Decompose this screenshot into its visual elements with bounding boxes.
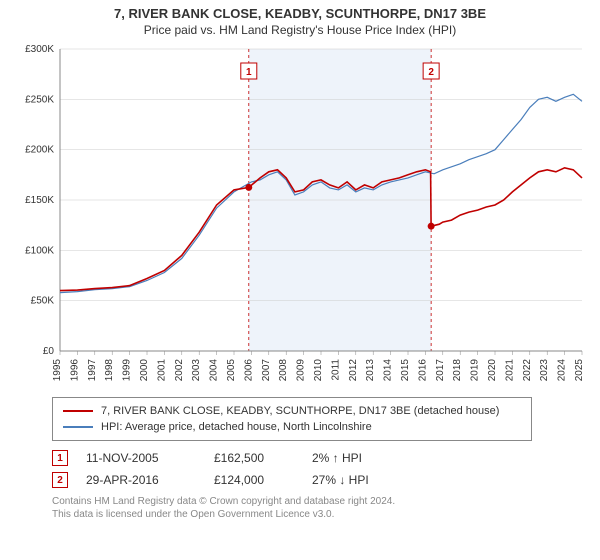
svg-text:2002: 2002 [174, 359, 185, 382]
footer-line-1: Contains HM Land Registry data © Crown c… [52, 495, 590, 508]
svg-text:2013: 2013 [365, 359, 376, 382]
svg-text:£100K: £100K [25, 245, 54, 256]
sale-date: 29-APR-2016 [86, 473, 196, 487]
sale-price: £124,000 [214, 473, 294, 487]
svg-text:2009: 2009 [296, 359, 307, 382]
svg-text:2008: 2008 [278, 359, 289, 382]
svg-text:£200K: £200K [25, 145, 54, 156]
svg-text:2000: 2000 [139, 359, 150, 382]
svg-text:2017: 2017 [435, 359, 446, 382]
svg-text:2006: 2006 [243, 359, 254, 382]
svg-text:£0: £0 [43, 346, 55, 357]
svg-text:1: 1 [246, 67, 252, 78]
sale-hpi: 27% ↓ HPI [312, 473, 402, 487]
svg-text:1999: 1999 [122, 359, 133, 382]
svg-text:£150K: £150K [25, 195, 54, 206]
legend-swatch [63, 410, 93, 412]
svg-text:2014: 2014 [383, 359, 394, 382]
svg-text:2021: 2021 [504, 359, 515, 382]
legend-item: 7, RIVER BANK CLOSE, KEADBY, SCUNTHORPE,… [63, 403, 521, 419]
sale-badge: 2 [52, 472, 68, 488]
chart-plot-area: £0 £50K £100K £150K £200K £250K £300K 1995 1996 1… [10, 41, 590, 391]
svg-text:1996: 1996 [69, 359, 80, 382]
svg-text:2010: 2010 [313, 359, 324, 382]
svg-text:2024: 2024 [557, 359, 568, 382]
svg-text:2: 2 [428, 67, 434, 78]
legend-label: 7, RIVER BANK CLOSE, KEADBY, SCUNTHORPE,… [101, 405, 499, 417]
svg-text:2020: 2020 [487, 359, 498, 382]
svg-text:1998: 1998 [104, 359, 115, 382]
svg-text:2001: 2001 [156, 359, 167, 382]
svg-text:2005: 2005 [226, 359, 237, 382]
svg-text:2025: 2025 [574, 359, 585, 382]
sale-row: 2 29-APR-2016 £124,000 27% ↓ HPI [52, 469, 590, 491]
chart-subtitle: Price paid vs. HM Land Registry's House … [10, 23, 590, 37]
footer-note: Contains HM Land Registry data © Crown c… [52, 495, 590, 521]
svg-text:2004: 2004 [209, 359, 220, 382]
svg-text:2003: 2003 [191, 359, 202, 382]
svg-text:2011: 2011 [330, 359, 341, 381]
svg-text:2018: 2018 [452, 359, 463, 382]
svg-text:2016: 2016 [417, 359, 428, 382]
svg-text:1997: 1997 [87, 359, 98, 382]
line-chart-svg: £0 £50K £100K £150K £200K £250K £300K 1995 1996 1… [10, 41, 590, 391]
svg-text:2022: 2022 [522, 359, 533, 382]
svg-text:2023: 2023 [539, 359, 550, 382]
chart-title: 7, RIVER BANK CLOSE, KEADBY, SCUNTHORPE,… [10, 6, 590, 21]
sale-price: £162,500 [214, 451, 294, 465]
svg-text:£300K: £300K [25, 44, 54, 55]
sale-row: 1 11-NOV-2005 £162,500 2% ↑ HPI [52, 447, 590, 469]
svg-text:2015: 2015 [400, 359, 411, 382]
legend-item: HPI: Average price, detached house, Nort… [63, 419, 521, 435]
footer-line-2: This data is licensed under the Open Gov… [52, 508, 590, 521]
svg-text:£250K: £250K [25, 94, 54, 105]
sale-date: 11-NOV-2005 [86, 451, 196, 465]
svg-text:2007: 2007 [261, 359, 272, 382]
svg-text:2012: 2012 [348, 359, 359, 382]
svg-text:£50K: £50K [31, 296, 55, 307]
svg-text:2019: 2019 [470, 359, 481, 382]
legend-label: HPI: Average price, detached house, Nort… [101, 421, 372, 433]
legend-swatch [63, 426, 93, 428]
svg-text:1995: 1995 [52, 359, 63, 382]
sale-badge: 1 [52, 450, 68, 466]
chart-container: 7, RIVER BANK CLOSE, KEADBY, SCUNTHORPE,… [0, 0, 600, 560]
legend-box: 7, RIVER BANK CLOSE, KEADBY, SCUNTHORPE,… [52, 397, 532, 441]
sales-table: 1 11-NOV-2005 £162,500 2% ↑ HPI 2 29-APR-2016… [52, 447, 590, 491]
sale-hpi: 2% ↑ HPI [312, 451, 402, 465]
